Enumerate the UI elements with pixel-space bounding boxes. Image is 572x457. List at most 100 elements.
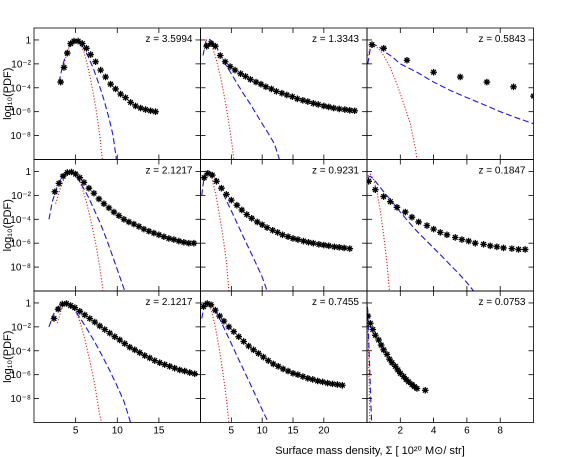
data-point xyxy=(334,381,341,388)
data-point xyxy=(294,371,302,378)
data-point xyxy=(135,223,143,230)
data-point xyxy=(186,369,193,376)
panel-frame xyxy=(33,27,201,160)
data-point xyxy=(59,300,66,308)
data-point xyxy=(299,373,307,380)
x-axis-label: Surface mass density, Σ [ 10²⁰ M⊙/ str] xyxy=(275,445,465,457)
data-point xyxy=(300,237,307,245)
panel-frame xyxy=(33,159,201,292)
data-point xyxy=(142,106,149,113)
data-point xyxy=(59,172,67,180)
data-point xyxy=(394,366,402,374)
panel-redshift-label: z = 3.5994 xyxy=(146,34,193,45)
data-point xyxy=(451,234,459,241)
data-point xyxy=(263,224,271,231)
panel-frame xyxy=(200,290,368,423)
data-point xyxy=(235,333,243,341)
panel: 1 10⁻² 10⁻⁴ 10⁻⁶ 10⁻⁸ z = 2.1217 xyxy=(10,159,201,292)
data-point xyxy=(240,338,247,345)
data-point xyxy=(85,184,93,192)
data-point xyxy=(231,66,239,74)
data-point xyxy=(515,246,522,253)
data-point xyxy=(176,366,183,374)
data-point xyxy=(57,78,64,86)
data-point xyxy=(500,244,507,252)
data-point xyxy=(136,349,144,356)
data-point xyxy=(191,370,198,378)
data-point xyxy=(471,239,479,247)
data-point xyxy=(305,238,312,246)
data-point xyxy=(230,328,238,335)
data-point xyxy=(86,315,94,322)
data-point xyxy=(121,340,129,347)
data-point xyxy=(278,89,286,97)
y-tick-label: 10⁻⁶ xyxy=(10,107,31,118)
data-point xyxy=(314,101,322,108)
data-point xyxy=(125,218,133,226)
data-point xyxy=(171,364,178,372)
data-point xyxy=(67,302,74,309)
series-group xyxy=(57,37,159,160)
dotted-model-line xyxy=(63,39,103,160)
data-point xyxy=(304,98,312,105)
dashed-model-line xyxy=(367,44,534,125)
x-tick-label: 5 xyxy=(229,426,235,437)
y-tick-label: 10⁻² xyxy=(11,191,31,202)
data-point xyxy=(216,52,224,59)
data-point xyxy=(331,243,338,251)
data-point xyxy=(314,377,321,385)
data-point xyxy=(233,201,241,209)
data-point xyxy=(71,304,79,312)
data-point xyxy=(185,239,193,247)
data-point xyxy=(112,85,119,93)
data-point xyxy=(456,73,464,81)
data-point xyxy=(274,363,282,370)
data-point xyxy=(310,100,317,107)
data-point xyxy=(279,231,286,239)
y-tick-label: 10⁻² xyxy=(11,59,31,70)
data-point xyxy=(126,343,134,351)
panel: z = 1.3343 xyxy=(200,27,368,160)
y-tick-label: 1 xyxy=(25,298,31,309)
panel-redshift-label: z = 2.1217 xyxy=(146,297,193,308)
data-point xyxy=(402,376,410,383)
data-point xyxy=(60,64,68,71)
data-point xyxy=(225,323,233,331)
data-point xyxy=(346,107,354,114)
panel-redshift-label: z = 0.7455 xyxy=(312,297,359,308)
data-point xyxy=(260,353,267,361)
data-point xyxy=(81,311,89,319)
data-point xyxy=(64,49,71,57)
data-point xyxy=(430,68,437,76)
data-point xyxy=(181,367,188,375)
data-point xyxy=(421,386,429,394)
dashed-model-line xyxy=(202,38,280,160)
data-point xyxy=(223,191,230,198)
data-point xyxy=(413,385,421,392)
series-group xyxy=(200,170,354,291)
data-point xyxy=(309,376,317,383)
panel-frame xyxy=(366,290,534,423)
panels-grid: 1 10⁻² 10⁻⁴ 10⁻⁶ 10⁻⁸ z = 3.5994 z = 1.3343 z =… xyxy=(10,27,534,437)
data-point xyxy=(203,300,211,307)
data-point xyxy=(208,171,216,179)
data-point xyxy=(64,169,71,176)
data-point xyxy=(257,80,265,88)
data-point xyxy=(367,312,372,320)
data-point xyxy=(76,308,84,315)
data-point xyxy=(100,200,108,208)
x-tick-label: 4 xyxy=(431,426,437,437)
data-point xyxy=(392,363,399,370)
x-tick-label: 6 xyxy=(464,426,470,437)
x-tick-label: 10 xyxy=(257,426,269,437)
panel-frame xyxy=(200,159,368,292)
data-point xyxy=(269,226,276,234)
data-point xyxy=(273,88,280,95)
data-point xyxy=(237,70,244,78)
dotted-model-line xyxy=(367,173,391,291)
data-point xyxy=(339,381,346,389)
data-point xyxy=(95,195,103,203)
data-point xyxy=(220,317,228,325)
data-point xyxy=(203,42,210,50)
dashed-model-line xyxy=(201,301,269,423)
